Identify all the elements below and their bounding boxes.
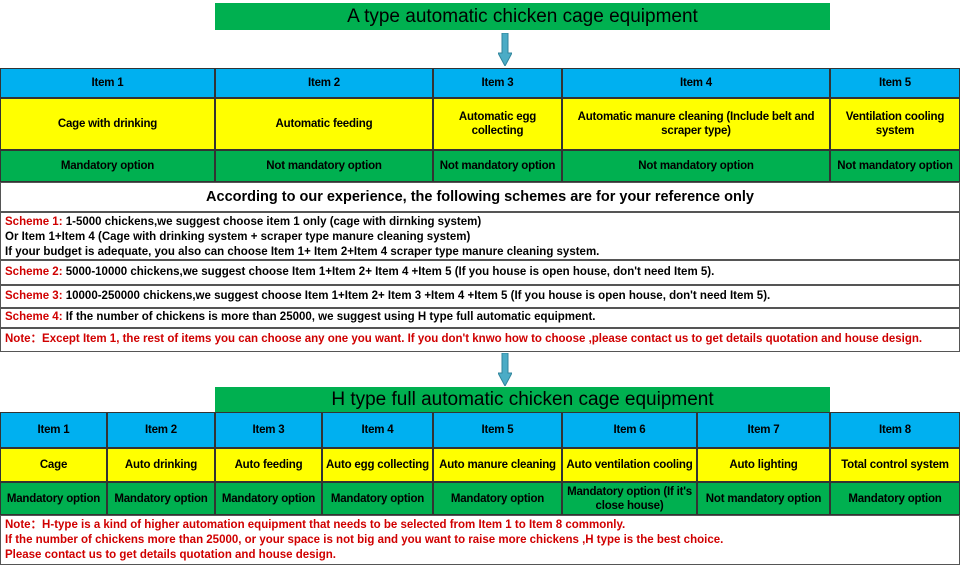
item-header: Item 7 — [697, 412, 830, 448]
h-type-title: H type full automatic chicken cage equip… — [215, 387, 830, 412]
h-type-note: Note：H-type is a kind of higher automati… — [0, 515, 960, 565]
item-header: Item 5 — [830, 68, 960, 98]
item-header: Item 2 — [215, 68, 433, 98]
scheme-label: Scheme 2: — [5, 266, 63, 278]
item-option: Not mandatory option — [562, 150, 830, 182]
scheme-1: Scheme 1: 1-5000 chickens,we suggest cho… — [0, 212, 960, 260]
item-header: Item 3 — [215, 412, 322, 448]
item-option: Mandatory option — [433, 482, 562, 515]
item-option: Not mandatory option — [433, 150, 562, 182]
item-option: Mandatory option — [107, 482, 215, 515]
item-header: Item 4 — [322, 412, 433, 448]
item-header: Item 6 — [562, 412, 697, 448]
item-name: Auto manure cleaning — [433, 448, 562, 482]
item-option: Mandatory option (If it's close house) — [562, 482, 697, 515]
note-line: If the number of chickens more than 2500… — [5, 534, 724, 546]
note-line: Please contact us to get details quotati… — [5, 549, 336, 561]
item-option: Mandatory option — [0, 150, 215, 182]
item-header: Item 2 — [107, 412, 215, 448]
item-header: Item 1 — [0, 68, 215, 98]
item-name: Ventilation cooling system — [830, 98, 960, 150]
item-header: Item 4 — [562, 68, 830, 98]
item-name: Total control system — [830, 448, 960, 482]
item-name: Auto ventilation cooling — [562, 448, 697, 482]
item-name: Cage — [0, 448, 107, 482]
item-name: Auto egg collecting — [322, 448, 433, 482]
item-name: Automatic manure cleaning (Include belt … — [562, 98, 830, 150]
item-header: Item 5 — [433, 412, 562, 448]
scheme-text: 1-5000 chickens,we suggest choose item 1… — [65, 216, 482, 228]
item-option: Not mandatory option — [697, 482, 830, 515]
item-option: Mandatory option — [0, 482, 107, 515]
reference-heading: According to our experience, the followi… — [0, 182, 960, 212]
item-option: Mandatory option — [322, 482, 433, 515]
scheme-label: Scheme 3: — [5, 290, 63, 302]
scheme-text: 10000-250000 chickens,we suggest choose … — [65, 290, 771, 302]
item-name: Auto lighting — [697, 448, 830, 482]
a-type-title: A type automatic chicken cage equipment — [215, 3, 830, 30]
scheme-3: Scheme 3: 10000-250000 chickens,we sugge… — [0, 285, 960, 308]
item-name: Cage with drinking — [0, 98, 215, 150]
item-name: Auto feeding — [215, 448, 322, 482]
item-name: Auto drinking — [107, 448, 215, 482]
scheme-2: Scheme 2: 5000-10000 chickens,we suggest… — [0, 260, 960, 285]
scheme-text: If your budget is adequate, you also can… — [5, 246, 600, 258]
item-header: Item 1 — [0, 412, 107, 448]
item-option: Not mandatory option — [830, 150, 960, 182]
item-name: Automatic egg collecting — [433, 98, 562, 150]
scheme-text: Or Item 1+Item 4 (Cage with drinking sys… — [5, 231, 471, 243]
item-header: Item 8 — [830, 412, 960, 448]
scheme-label: Scheme 4: — [5, 311, 63, 323]
scheme-text: 5000-10000 chickens,we suggest choose It… — [65, 266, 715, 278]
note-line: Note：H-type is a kind of higher automati… — [5, 519, 626, 531]
arrow-down-icon — [498, 353, 512, 386]
arrow-down-icon — [498, 33, 512, 66]
item-header: Item 3 — [433, 68, 562, 98]
scheme-text: If the number of chickens is more than 2… — [65, 311, 596, 323]
item-option: Not mandatory option — [215, 150, 433, 182]
a-type-note: Note：Except Item 1, the rest of items yo… — [0, 328, 960, 352]
item-name: Automatic feeding — [215, 98, 433, 150]
item-option: Mandatory option — [830, 482, 960, 515]
scheme-label: Scheme 1: — [5, 216, 63, 228]
item-option: Mandatory option — [215, 482, 322, 515]
scheme-4: Scheme 4: If the number of chickens is m… — [0, 308, 960, 328]
